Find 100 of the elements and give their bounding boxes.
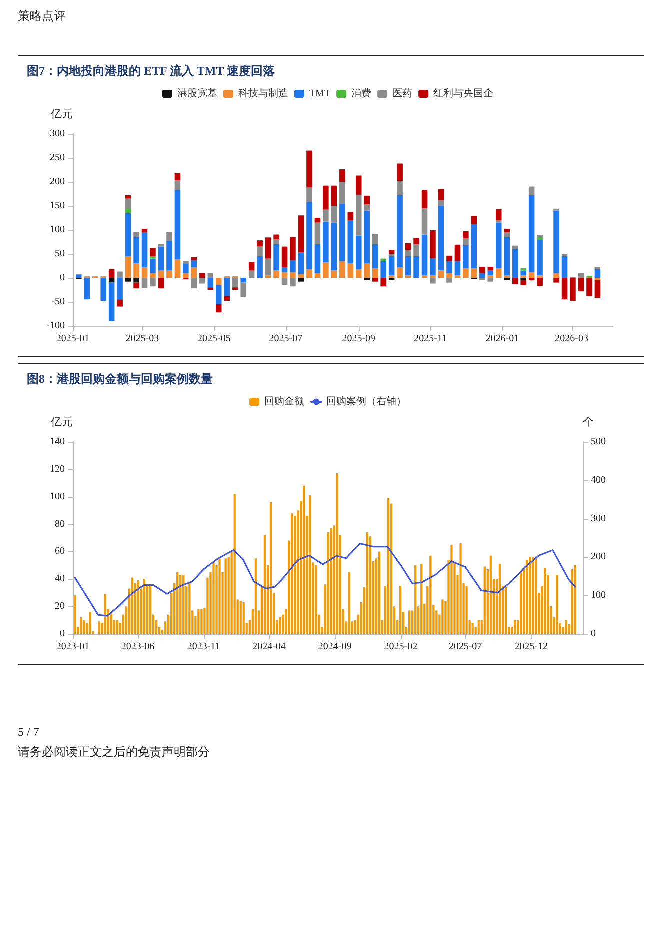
bar <box>380 261 386 278</box>
bar <box>405 250 412 256</box>
bar <box>532 557 534 634</box>
bar <box>198 609 200 634</box>
bar <box>420 564 423 634</box>
y-tick-label: 250 <box>50 152 65 164</box>
bar <box>356 194 362 236</box>
bar <box>274 244 280 271</box>
bar <box>520 280 526 286</box>
bar <box>562 278 568 300</box>
bar <box>535 558 538 634</box>
bar <box>388 250 395 254</box>
bar <box>142 278 148 289</box>
bar <box>348 220 354 264</box>
bar <box>274 240 280 244</box>
bar <box>224 558 227 634</box>
bar <box>422 234 428 276</box>
legend-label: 回购金额 <box>264 396 304 408</box>
x-tick-label: 2024-04 <box>252 642 286 652</box>
bar <box>397 181 403 196</box>
bar <box>150 258 156 274</box>
bar <box>446 278 452 283</box>
bar <box>340 182 346 204</box>
bar <box>330 528 332 634</box>
bar <box>166 270 172 278</box>
bar <box>446 261 452 274</box>
text: 策略点评 <box>18 8 67 25</box>
bar <box>180 575 182 634</box>
bar <box>422 190 428 208</box>
bar <box>240 278 246 283</box>
bar <box>438 200 444 206</box>
bar <box>80 618 82 634</box>
bar <box>356 236 362 270</box>
bar <box>290 272 296 278</box>
bar <box>364 204 370 211</box>
x-tick-label: 2023-01 <box>56 642 90 652</box>
bar <box>174 260 181 278</box>
bar <box>108 278 115 283</box>
bar <box>463 238 469 246</box>
bar <box>514 620 516 634</box>
bar <box>176 572 179 634</box>
bar <box>556 575 558 634</box>
legend-label: 消费 <box>352 88 372 100</box>
bar <box>364 196 370 205</box>
bar <box>480 273 486 278</box>
bar <box>158 246 164 271</box>
bar <box>372 278 378 282</box>
bar <box>142 267 148 278</box>
bar <box>340 170 346 182</box>
y-tick-label: 100 <box>50 491 65 502</box>
y-tick-label: 140 <box>50 436 65 448</box>
bar <box>565 620 568 634</box>
bar <box>117 272 123 278</box>
chart-title: 图7：内地投向港股的 ETF 流入 TMT 速度回落 <box>27 64 276 78</box>
bar <box>174 190 181 260</box>
y-axis-title: 亿元 <box>50 108 73 120</box>
bar <box>562 256 568 278</box>
bar <box>117 300 123 307</box>
y-tick-label: -100 <box>46 320 65 332</box>
bar <box>414 565 417 634</box>
bar <box>264 535 266 634</box>
bar <box>224 296 230 302</box>
x-tick-label: 2024-09 <box>318 642 352 652</box>
bar <box>150 273 156 278</box>
legend-label: 科技与制造 <box>238 88 288 100</box>
bar <box>460 543 462 634</box>
bar <box>438 189 444 200</box>
text: 5 / 7 <box>18 725 40 740</box>
y-tick-label: 50 <box>55 248 65 260</box>
bar <box>134 278 140 283</box>
bar <box>471 268 478 278</box>
y2-tick-label: 200 <box>591 552 606 563</box>
bar <box>143 579 146 634</box>
bar <box>554 273 560 278</box>
bar <box>125 256 132 278</box>
bar <box>430 258 436 276</box>
bar <box>134 232 140 238</box>
bar <box>248 270 255 278</box>
bar <box>496 220 502 223</box>
y-tick-label: 120 <box>50 464 65 475</box>
y2-tick-label: 300 <box>591 513 606 524</box>
bar <box>520 268 526 271</box>
bar <box>504 587 508 634</box>
bar <box>200 273 206 278</box>
bar <box>166 241 172 271</box>
y-tick-label: 60 <box>55 546 65 558</box>
bar <box>388 256 395 276</box>
bar <box>298 252 304 274</box>
bar <box>528 195 535 272</box>
bar <box>291 513 294 634</box>
bar <box>306 202 312 270</box>
bar <box>158 278 164 289</box>
y-axis-title: 亿元 <box>50 416 73 428</box>
legend-label: 港股宽基 <box>177 88 218 100</box>
bar <box>504 232 510 238</box>
bar <box>387 498 390 634</box>
y-tick-label: 300 <box>50 128 65 140</box>
x-tick-label: 2023-06 <box>121 642 155 652</box>
bar <box>422 208 428 235</box>
y-tick-label: 20 <box>55 601 65 612</box>
